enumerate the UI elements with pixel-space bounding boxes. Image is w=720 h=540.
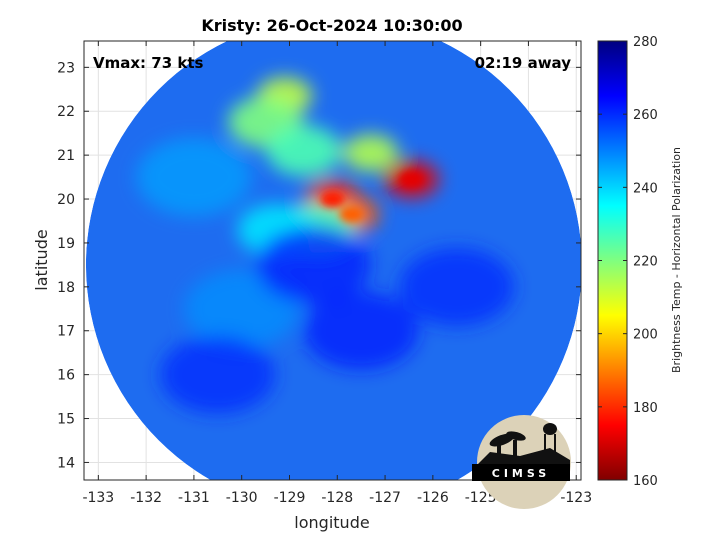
data-point bbox=[160, 335, 276, 414]
x-tick-label: -129 bbox=[274, 490, 306, 506]
colorbar bbox=[598, 41, 627, 480]
x-tick-label: -128 bbox=[321, 490, 353, 506]
y-tick-label: 16 bbox=[57, 368, 75, 384]
colorbar-tick-label: 220 bbox=[633, 255, 658, 270]
y-tick-label: 18 bbox=[57, 280, 75, 296]
axes-frame bbox=[83, 40, 582, 481]
core-layer bbox=[320, 171, 424, 223]
data-point bbox=[303, 291, 419, 370]
x-tick-label: -126 bbox=[417, 490, 449, 506]
y-tick-label: 21 bbox=[57, 148, 75, 164]
y-ticks: 14 15 16 17 18 19 20 21 22 23 bbox=[57, 60, 581, 471]
y-tick-label: 20 bbox=[57, 192, 75, 208]
time-away-label: 02:19 away bbox=[475, 54, 572, 72]
y-tick-label: 22 bbox=[57, 104, 75, 120]
data-point-core bbox=[399, 171, 424, 188]
colorbar-tick-label: 160 bbox=[633, 474, 658, 489]
x-tick-label: -127 bbox=[369, 490, 401, 506]
colorbar-ticks: 160 180 200 220 240 260 280 bbox=[598, 35, 658, 489]
x-tick-label: -125 bbox=[465, 490, 497, 506]
y-tick-label: 15 bbox=[57, 412, 75, 428]
colorbar-tick-label: 240 bbox=[633, 181, 658, 196]
colorbar-tick-label: 200 bbox=[633, 328, 658, 343]
y-tick-label: 14 bbox=[57, 455, 75, 471]
logo-text: CIMSS bbox=[492, 467, 550, 480]
colorbar-tick-label: 260 bbox=[633, 108, 658, 123]
colorbar-tick-label: 180 bbox=[633, 401, 658, 416]
y-tick-label: 19 bbox=[57, 236, 75, 252]
x-axis-label: longitude bbox=[294, 513, 369, 532]
data-point bbox=[343, 134, 399, 172]
feature-layer bbox=[136, 77, 515, 414]
data-point bbox=[136, 137, 252, 217]
y-tick-label: 17 bbox=[57, 324, 75, 340]
x-tick-label: -131 bbox=[178, 490, 210, 506]
y-axis-label: latitude bbox=[32, 229, 51, 290]
data-point-core bbox=[320, 191, 345, 208]
colorbar-tick-label: 280 bbox=[633, 35, 658, 50]
data-point bbox=[266, 125, 342, 177]
swath-image bbox=[85, 41, 581, 480]
colorbar-label: Brightness Temp - Horizontal Polarizatio… bbox=[670, 147, 683, 373]
x-tick-label: -130 bbox=[226, 490, 258, 506]
cimss-logo: CIMSS bbox=[472, 415, 571, 509]
logo-banner bbox=[472, 464, 570, 481]
x-tick-label: -123 bbox=[560, 490, 592, 506]
vmax-label: Vmax: 73 kts bbox=[93, 54, 203, 72]
data-point-core bbox=[339, 206, 364, 223]
y-tick-label: 23 bbox=[57, 60, 75, 76]
data-point bbox=[255, 225, 371, 304]
data-point bbox=[399, 247, 515, 326]
x-tick-label: -133 bbox=[82, 490, 114, 506]
chart-title: Kristy: 26-Oct-2024 10:30:00 bbox=[201, 16, 462, 35]
x-tick-label: -132 bbox=[130, 490, 162, 506]
